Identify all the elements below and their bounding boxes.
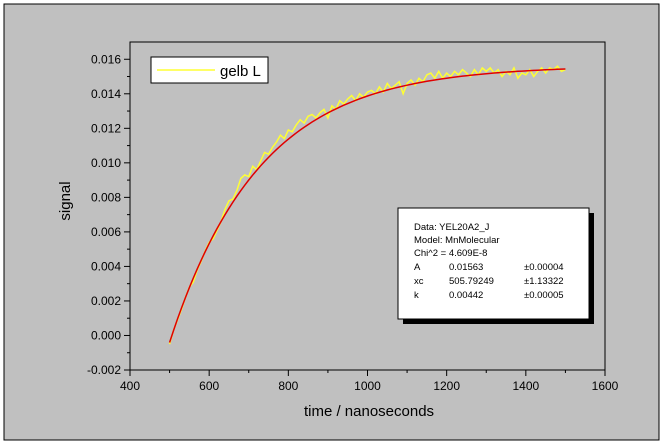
series-layer [168,65,566,345]
y-tick-label: 0.006 [91,225,121,239]
fit-param-xc-name: xc [414,276,424,287]
y-tick-label: 0.008 [91,190,121,204]
fit-param-k-error: ±0.00005 [524,290,564,301]
y-tick-label: 0.016 [91,52,121,66]
fit-param-xc-value: 505.79249 [449,276,494,287]
fit-param-xc-error: ±1.13322 [524,276,564,287]
x-tick-label: 600 [199,379,219,393]
fit-param-a-value: 0.01563 [449,262,483,273]
x-tick-label: 1600 [592,379,619,393]
fit-param-a-error: ±0.00004 [524,262,564,273]
axes: 400 600 800 1000 1200 1400 1600 -0.002 0.000 0.00… [87,41,619,393]
fit-model-line: Model: MnMolecular [414,235,500,246]
y-tick-label: 0.000 [91,328,121,342]
y-tick-label: 0.014 [91,87,121,101]
y-tick-label: -0.002 [87,363,121,377]
x-tick-label: 1200 [433,379,460,393]
fit-param-k-name: k [414,290,419,301]
y-tick-label: 0.002 [91,294,121,308]
y-tick-label: 0.004 [91,259,121,273]
legend-label-gelb-l: gelb L [220,63,261,80]
legend: gelb L [150,56,269,84]
x-tick-label: 800 [278,379,298,393]
y-axis-title: signal [57,181,74,220]
fit-chi-line: Chi^2 = 4.609E-8 [414,248,487,259]
fit-data-line: Data: YEL20A2_J [414,222,490,233]
x-axis-title: time / nanoseconds [304,403,434,420]
fit-results-box: Data: YEL20A2_J Model: MnMolecular Chi^2… [397,207,594,324]
y-tick-label: 0.010 [91,156,121,170]
fit-param-k-value: 0.00442 [449,290,483,301]
series-fit-line [168,68,566,343]
x-tick-label: 1000 [354,379,381,393]
y-tick-label: 0.012 [91,121,121,135]
x-tick-label: 400 [120,379,140,393]
x-tick-label: 1400 [512,379,539,393]
fit-param-a-name: A [414,262,421,273]
fit-box-panel [397,207,590,320]
